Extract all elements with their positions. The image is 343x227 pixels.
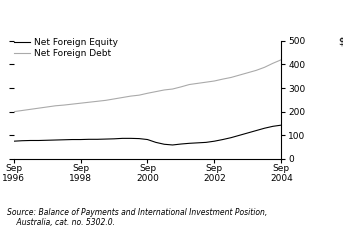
Net Foreign Debt	[212, 80, 216, 82]
Net Foreign Equity	[254, 129, 258, 132]
Net Foreign Debt	[246, 71, 250, 74]
Net Foreign Equity	[137, 137, 141, 140]
Net Foreign Debt	[37, 107, 41, 109]
Net Foreign Debt	[20, 109, 24, 112]
Net Foreign Debt	[87, 101, 91, 104]
Net Foreign Equity	[79, 138, 83, 141]
Net Foreign Equity	[145, 138, 150, 141]
Net Foreign Debt	[62, 104, 66, 106]
Net Foreign Debt	[70, 103, 74, 106]
Net Foreign Debt	[204, 81, 208, 84]
Net Foreign Equity	[12, 140, 16, 143]
Net Foreign Equity	[20, 139, 24, 142]
Net Foreign Equity	[54, 139, 58, 141]
Net Foreign Equity	[70, 138, 74, 141]
Text: Source: Balance of Payments and International Investment Position,
    Australia: Source: Balance of Payments and Internat…	[7, 208, 267, 227]
Legend: Net Foreign Equity, Net Foreign Debt: Net Foreign Equity, Net Foreign Debt	[14, 39, 118, 58]
Net Foreign Debt	[221, 78, 225, 80]
Net Foreign Equity	[187, 142, 191, 145]
Net Foreign Debt	[54, 104, 58, 107]
Net Foreign Debt	[162, 89, 166, 91]
Net Foreign Debt	[129, 95, 133, 97]
Net Foreign Debt	[237, 74, 241, 76]
Net Foreign Debt	[112, 98, 116, 100]
Net Foreign Debt	[120, 96, 125, 99]
Net Foreign Debt	[104, 99, 108, 102]
Net Foreign Debt	[187, 83, 191, 86]
Net Foreign Debt	[170, 88, 175, 90]
Line: Net Foreign Equity: Net Foreign Equity	[14, 125, 281, 145]
Net Foreign Equity	[279, 124, 283, 126]
Net Foreign Debt	[28, 108, 33, 111]
Net Foreign Equity	[112, 138, 116, 140]
Net Foreign Equity	[221, 138, 225, 141]
Net Foreign Equity	[237, 134, 241, 137]
Net Foreign Debt	[95, 100, 99, 103]
Net Foreign Debt	[12, 110, 16, 113]
Y-axis label: $billion: $billion	[339, 36, 343, 46]
Net Foreign Debt	[229, 76, 233, 79]
Net Foreign Debt	[137, 94, 141, 96]
Net Foreign Equity	[196, 141, 200, 144]
Net Foreign Debt	[196, 82, 200, 85]
Net Foreign Equity	[28, 139, 33, 142]
Net Foreign Debt	[154, 90, 158, 93]
Line: Net Foreign Debt: Net Foreign Debt	[14, 60, 281, 112]
Net Foreign Equity	[246, 132, 250, 134]
Net Foreign Equity	[129, 137, 133, 140]
Net Foreign Debt	[254, 69, 258, 72]
Net Foreign Equity	[262, 127, 267, 130]
Net Foreign Equity	[37, 139, 41, 142]
Net Foreign Equity	[271, 125, 275, 128]
Net Foreign Equity	[95, 138, 99, 141]
Net Foreign Equity	[170, 144, 175, 146]
Net Foreign Debt	[145, 92, 150, 95]
Net Foreign Equity	[212, 140, 216, 143]
Net Foreign Equity	[204, 141, 208, 144]
Net Foreign Debt	[279, 58, 283, 61]
Net Foreign Equity	[87, 138, 91, 141]
Net Foreign Equity	[229, 136, 233, 139]
Net Foreign Equity	[62, 138, 66, 141]
Net Foreign Equity	[120, 137, 125, 140]
Net Foreign Equity	[179, 143, 183, 145]
Net Foreign Debt	[179, 86, 183, 88]
Net Foreign Equity	[162, 143, 166, 146]
Net Foreign Equity	[104, 138, 108, 141]
Net Foreign Equity	[154, 141, 158, 144]
Net Foreign Equity	[45, 139, 49, 142]
Net Foreign Debt	[271, 62, 275, 65]
Net Foreign Debt	[79, 102, 83, 105]
Net Foreign Debt	[262, 66, 267, 69]
Net Foreign Debt	[45, 106, 49, 108]
